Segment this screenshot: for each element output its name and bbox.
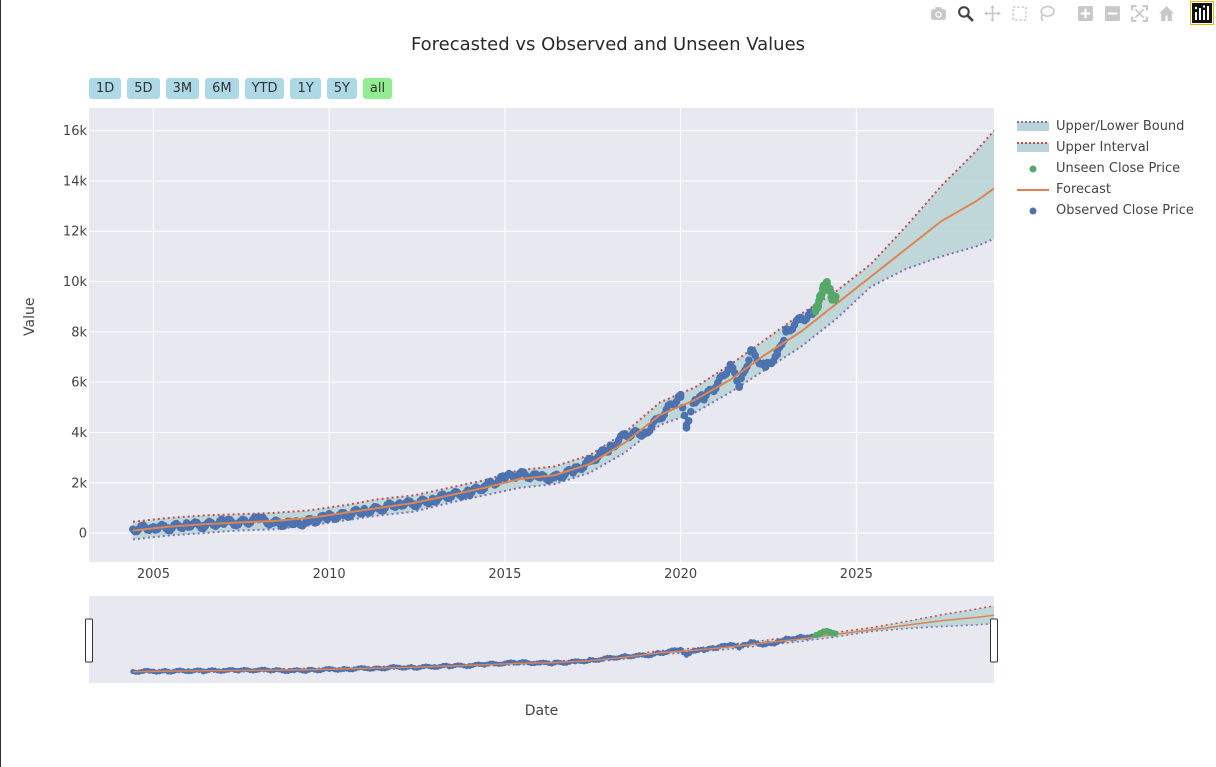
legend: Upper/Lower Bound Upper Interval Unseen Cl… [1016, 116, 1194, 221]
y-tick-label: 12k [63, 225, 88, 240]
x-tick-label: 2025 [840, 567, 873, 582]
camera-icon[interactable] [926, 3, 950, 23]
legend-label: Unseen Close Price [1056, 161, 1181, 176]
zoom-out-icon[interactable] [1101, 3, 1125, 23]
rangeslider-forecast-line [132, 614, 994, 673]
pan-icon[interactable] [980, 3, 1004, 23]
y-axis-label: Value [22, 297, 38, 336]
observed-point [735, 383, 743, 391]
observed-point [304, 517, 313, 526]
observed-point [773, 350, 782, 359]
y-tick-label: 0 [79, 527, 87, 542]
rangeslider-observed-point [291, 668, 297, 674]
range-button-5d[interactable]: 5D [127, 78, 160, 99]
observed-point [290, 520, 298, 529]
observed-point [682, 421, 691, 429]
y-tick-label: 14k [63, 174, 88, 189]
autoscale-icon[interactable] [1128, 3, 1152, 23]
plot-area [89, 108, 994, 562]
observed-trace-dot [680, 411, 689, 420]
range-button-1d[interactable]: 1D [89, 78, 122, 99]
x-axis-label: Date [524, 703, 559, 719]
main-plot-traces [129, 129, 994, 541]
rangeslider-observed-point [517, 659, 523, 665]
range-button-3m[interactable]: 3M [165, 78, 200, 99]
y-tick-label: 4k [71, 426, 87, 441]
x-tick-label: 2020 [664, 567, 697, 582]
observed-point [761, 363, 770, 371]
observed-point [747, 348, 755, 356]
lasso-icon[interactable] [1034, 3, 1058, 23]
y-tick-label: 2k [71, 476, 87, 491]
modebar [925, 1, 1216, 25]
legend-label: Forecast [1056, 182, 1112, 197]
legend-symbol [1029, 165, 1037, 172]
x-tick-label: 2005 [137, 567, 170, 582]
legend-label: Observed Close Price [1056, 203, 1194, 218]
rangeslider-right-handle[interactable] [990, 618, 998, 663]
observed-point [796, 315, 805, 324]
observed-trace-dot [687, 407, 695, 416]
range-button-1y[interactable]: 1Y [290, 78, 321, 99]
y-tick-label: 10k [63, 275, 88, 290]
observed-point [515, 470, 524, 478]
legend-symbol [1029, 207, 1037, 214]
unseen-point [826, 287, 834, 296]
rangeslider-observed-point [736, 645, 742, 651]
legend-symbol [1017, 120, 1049, 131]
legend-item[interactable]: Upper Interval [1016, 137, 1194, 158]
forecast-line [132, 187, 994, 532]
range-button-6m[interactable]: 6M [205, 78, 239, 99]
rangeslider-observed-point [683, 651, 689, 657]
observed-point [501, 473, 509, 482]
observed-point [782, 328, 790, 336]
unseen-point [832, 292, 840, 301]
window-left-border [0, 0, 1, 767]
legend-symbol [1017, 141, 1049, 152]
observed-point [199, 521, 208, 530]
zoom-in-icon[interactable] [1074, 3, 1098, 23]
legend-item[interactable]: Upper/Lower Bound [1016, 116, 1194, 137]
rangeslider-traces [130, 605, 994, 675]
range-button-ytd[interactable]: YTD [244, 78, 285, 99]
range-button-5y[interactable]: 5Y [326, 78, 357, 99]
legend-item[interactable]: Forecast [1016, 179, 1194, 200]
upper-interval-line [132, 129, 994, 523]
box-select-icon[interactable] [1007, 3, 1031, 23]
reset-axes-icon[interactable] [1155, 3, 1179, 23]
x-tick-label: 2015 [488, 567, 521, 582]
legend-label: Upper Interval [1056, 140, 1150, 155]
unseen-point [817, 290, 826, 298]
unseen-point [811, 307, 820, 316]
chart-title: Forecasted vs Observed and Unseen Values [410, 34, 806, 55]
observed-point [641, 428, 650, 437]
observed-point [726, 360, 735, 369]
range-button-all[interactable]: all [362, 78, 393, 99]
zoom-icon[interactable] [953, 3, 977, 23]
x-tick-label: 2010 [313, 567, 346, 582]
rangeslider-observed-point [727, 641, 733, 647]
legend-item[interactable]: Unseen Close Price [1016, 158, 1194, 179]
legend-symbol [1017, 188, 1049, 191]
legend-label: Upper/Lower Bound [1056, 119, 1185, 134]
y-tick-label: 6k [71, 376, 87, 391]
observed-point [219, 517, 228, 526]
y-tick-label: 16k [63, 124, 88, 139]
observed-point [676, 390, 685, 399]
rangeslider-unseen-point [833, 630, 839, 636]
legend-item[interactable]: Observed Close Price [1016, 200, 1194, 221]
rangeslider-left-handle[interactable] [85, 618, 93, 663]
plotly-logo-icon[interactable] [1190, 1, 1214, 25]
observed-trace-dot [745, 356, 753, 364]
range-selector: 1D 5D 3M 6M YTD 1Y 5Y all [89, 78, 398, 99]
unseen-point [814, 300, 823, 308]
y-tick-label: 8k [71, 325, 87, 340]
unseen-point [823, 280, 831, 288]
observed-point [621, 431, 629, 439]
